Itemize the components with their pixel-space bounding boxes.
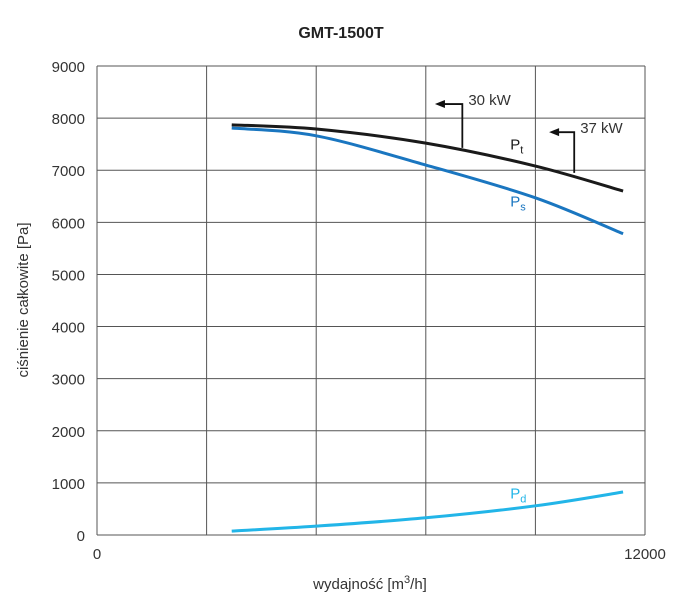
- x-tick-label: 0: [93, 546, 101, 563]
- y-tick-label: 3000: [52, 372, 85, 389]
- annotation-leader: [442, 103, 464, 148]
- arrow-left-icon: [434, 100, 445, 109]
- y-tick-label: 6000: [52, 215, 85, 232]
- series-label-Pt: Pt: [510, 136, 523, 156]
- arrow-left-icon: [549, 128, 560, 137]
- y-axis-label: ciśnienie całkowite [Pa]: [15, 222, 32, 377]
- y-tick-label: 8000: [52, 111, 85, 128]
- x-tick-label: 12000: [624, 546, 666, 563]
- y-tick-label: 5000: [52, 267, 85, 284]
- y-tick-label: 7000: [52, 163, 85, 180]
- x-axis-label: wydajność [m3/h]: [312, 574, 427, 593]
- series-label-Ps: Ps: [510, 194, 526, 214]
- y-tick-label: 9000: [52, 59, 85, 76]
- y-tick-label: 0: [77, 528, 85, 545]
- chart-title: GMT-1500T: [298, 25, 384, 42]
- annotation-leader: [557, 131, 576, 173]
- series-label-Pd: Pd: [510, 486, 526, 506]
- annotation-label: 37 kW: [580, 120, 623, 137]
- series-line-Pt: [231, 123, 624, 193]
- y-tick-label: 4000: [52, 320, 85, 337]
- y-tick-label: 1000: [52, 476, 85, 493]
- series-line-Ps: [231, 126, 624, 236]
- annotation-label: 30 kW: [468, 92, 511, 109]
- y-tick-label: 2000: [52, 424, 85, 441]
- series-line-Pd: [231, 490, 624, 533]
